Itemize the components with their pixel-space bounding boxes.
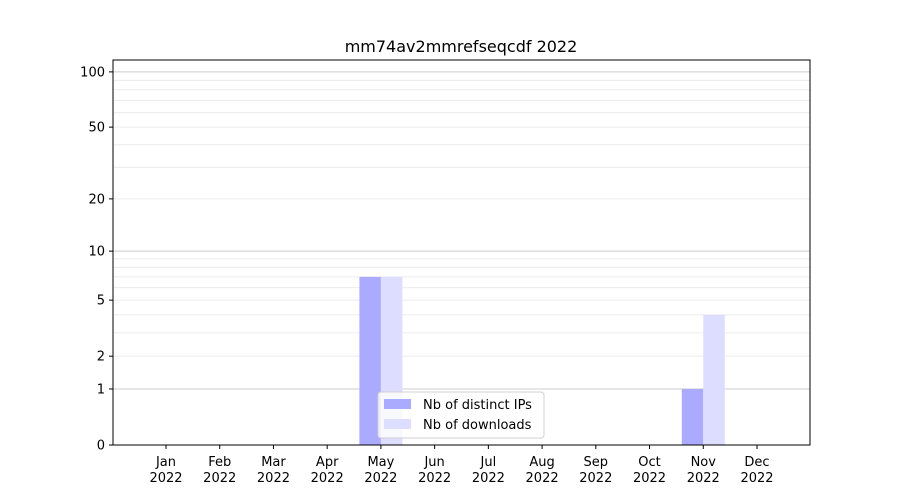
y-tick-label: 2 <box>97 350 105 365</box>
x-tick-label: Dec 2022 <box>740 455 773 486</box>
y-tick-label: 1 <box>97 382 105 397</box>
y-tick-label: 100 <box>80 65 105 80</box>
bar <box>703 314 725 445</box>
legend-swatch <box>384 399 411 409</box>
x-tick-label: Apr 2022 <box>311 455 344 486</box>
x-tick-label: Sep 2022 <box>579 455 612 486</box>
legend-label: Nb of downloads <box>423 418 532 433</box>
y-tick-label: 50 <box>88 121 105 136</box>
x-tick-label: Jun 2022 <box>418 455 451 486</box>
chart-title: mm74av2mmrefseqcdf 2022 <box>345 37 578 56</box>
x-tick-label: May 2022 <box>364 455 397 486</box>
legend-frame <box>377 391 545 439</box>
bar <box>359 276 381 445</box>
x-tick-label: Mar 2022 <box>257 455 290 486</box>
y-tick-label: 5 <box>97 294 105 309</box>
x-tick-label: Jul 2022 <box>472 455 505 486</box>
bar <box>681 388 704 445</box>
x-tick-label: Jan 2022 <box>149 455 182 486</box>
legend-swatch <box>384 419 411 429</box>
x-tick-label: Nov 2022 <box>687 455 720 486</box>
y-tick-label: 0 <box>97 439 105 454</box>
x-tick-label: Feb 2022 <box>203 455 236 486</box>
legend: Nb of distinct IPs Nb of downloads <box>377 391 545 439</box>
x-tick-label: Oct 2022 <box>633 455 666 486</box>
legend-label: Nb of distinct IPs <box>423 398 532 413</box>
x-tick-label: Aug 2022 <box>526 455 559 486</box>
y-tick-label: 20 <box>88 192 105 207</box>
plot-frame <box>112 59 811 446</box>
y-tick-label: 10 <box>88 245 105 260</box>
